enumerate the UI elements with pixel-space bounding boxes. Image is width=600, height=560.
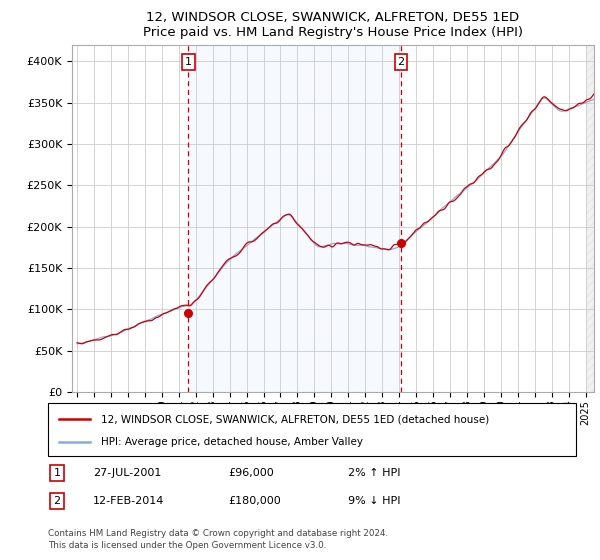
Text: 1: 1 — [53, 468, 61, 478]
FancyBboxPatch shape — [48, 403, 576, 456]
Text: 12-FEB-2014: 12-FEB-2014 — [93, 496, 164, 506]
Text: HPI: Average price, detached house, Amber Valley: HPI: Average price, detached house, Ambe… — [101, 436, 363, 446]
Text: £180,000: £180,000 — [228, 496, 281, 506]
Text: 2: 2 — [53, 496, 61, 506]
Text: 27-JUL-2001: 27-JUL-2001 — [93, 468, 161, 478]
Bar — [188, 45, 401, 392]
Text: 2% ↑ HPI: 2% ↑ HPI — [348, 468, 401, 478]
Text: 12, WINDSOR CLOSE, SWANWICK, ALFRETON, DE55 1ED (detached house): 12, WINDSOR CLOSE, SWANWICK, ALFRETON, D… — [101, 414, 489, 424]
Text: 1: 1 — [185, 57, 192, 67]
Text: £96,000: £96,000 — [228, 468, 274, 478]
Text: 2: 2 — [398, 57, 404, 67]
Bar — [586, 45, 600, 392]
Text: 9% ↓ HPI: 9% ↓ HPI — [348, 496, 401, 506]
Text: Contains HM Land Registry data © Crown copyright and database right 2024.
This d: Contains HM Land Registry data © Crown c… — [48, 529, 388, 550]
Title: 12, WINDSOR CLOSE, SWANWICK, ALFRETON, DE55 1ED
Price paid vs. HM Land Registry': 12, WINDSOR CLOSE, SWANWICK, ALFRETON, D… — [143, 11, 523, 39]
